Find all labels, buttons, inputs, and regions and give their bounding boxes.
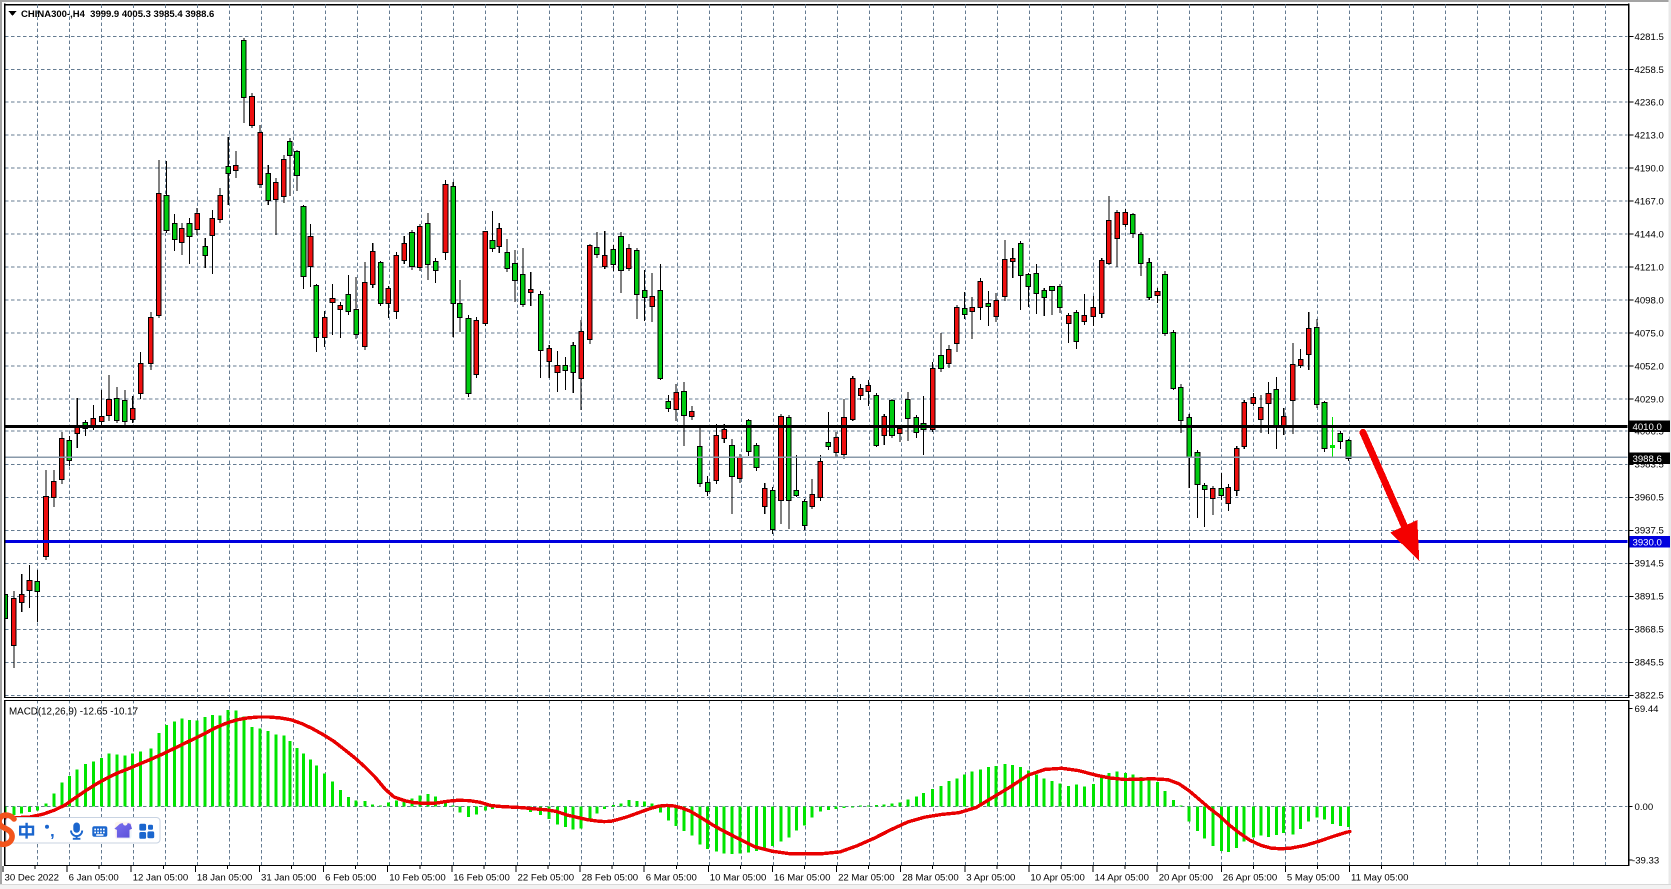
svg-text:6 Jan 05:00: 6 Jan 05:00 — [69, 872, 119, 883]
svg-text:28 Feb 05:00: 28 Feb 05:00 — [582, 872, 639, 883]
svg-text:26 Apr 05:00: 26 Apr 05:00 — [1223, 872, 1277, 883]
svg-text:3845.5: 3845.5 — [1635, 658, 1664, 669]
svg-text:3937.5: 3937.5 — [1635, 526, 1664, 537]
svg-text:28 Mar 05:00: 28 Mar 05:00 — [902, 872, 959, 883]
svg-text:14 Apr 05:00: 14 Apr 05:00 — [1095, 872, 1149, 883]
svg-text:10 Apr 05:00: 10 Apr 05:00 — [1030, 872, 1084, 883]
svg-text:4144.0: 4144.0 — [1635, 229, 1664, 240]
svg-text:16 Feb 05:00: 16 Feb 05:00 — [453, 872, 510, 883]
svg-text:20 Apr 05:00: 20 Apr 05:00 — [1159, 872, 1213, 883]
svg-text:3891.5: 3891.5 — [1635, 592, 1664, 603]
svg-text:-39.33: -39.33 — [1632, 855, 1659, 866]
svg-text:CHINA300-,H4 3999.9 4005.3 39: CHINA300-,H4 3999.9 4005.3 3985.4 3988.6 — [21, 9, 214, 20]
svg-text:12 Jan 05:00: 12 Jan 05:00 — [133, 872, 188, 883]
svg-text:16 Mar 05:00: 16 Mar 05:00 — [774, 872, 831, 883]
svg-text:4098.0: 4098.0 — [1635, 295, 1664, 306]
svg-text:5 May 05:00: 5 May 05:00 — [1287, 872, 1340, 883]
svg-text:3 Apr 05:00: 3 Apr 05:00 — [966, 872, 1015, 883]
svg-text:6 Mar 05:00: 6 Mar 05:00 — [646, 872, 697, 883]
svg-text:22 Mar 05:00: 22 Mar 05:00 — [838, 872, 895, 883]
svg-text:4213.0: 4213.0 — [1635, 130, 1664, 141]
svg-text:31 Jan 05:00: 31 Jan 05:00 — [261, 872, 316, 883]
svg-text:3930.0: 3930.0 — [1633, 537, 1662, 548]
svg-text:18 Jan 05:00: 18 Jan 05:00 — [197, 872, 252, 883]
svg-text:4121.0: 4121.0 — [1635, 262, 1664, 273]
svg-text:22 Feb 05:00: 22 Feb 05:00 — [518, 872, 575, 883]
svg-text:69.44: 69.44 — [1635, 704, 1660, 715]
svg-text:,: , — [50, 822, 55, 841]
svg-text:3914.5: 3914.5 — [1635, 559, 1664, 570]
svg-text:4075.0: 4075.0 — [1635, 328, 1664, 339]
svg-text:4190.0: 4190.0 — [1635, 163, 1664, 174]
svg-text:4281.5: 4281.5 — [1635, 32, 1664, 43]
svg-text:4167.0: 4167.0 — [1635, 196, 1664, 207]
svg-text:4029.0: 4029.0 — [1635, 394, 1664, 405]
svg-text:3988.6: 3988.6 — [1633, 454, 1662, 465]
svg-text:3868.5: 3868.5 — [1635, 625, 1664, 636]
svg-text:10 Feb 05:00: 10 Feb 05:00 — [389, 872, 446, 883]
svg-text:4010.0: 4010.0 — [1633, 422, 1662, 433]
svg-text:4236.0: 4236.0 — [1635, 97, 1664, 108]
svg-text:3822.5: 3822.5 — [1635, 691, 1664, 702]
svg-text:0.00: 0.00 — [1635, 802, 1654, 813]
svg-text:30 Dec 2022: 30 Dec 2022 — [5, 872, 59, 883]
svg-text:11 May 05:00: 11 May 05:00 — [1351, 872, 1408, 883]
svg-text:MACD(12,26,9) -12.65 -10.17: MACD(12,26,9) -12.65 -10.17 — [9, 707, 138, 718]
svg-text:3983.5: 3983.5 — [1635, 460, 1664, 471]
svg-text:6 Feb 05:00: 6 Feb 05:00 — [325, 872, 376, 883]
svg-text:4258.5: 4258.5 — [1635, 65, 1664, 76]
svg-text:10 Mar 05:00: 10 Mar 05:00 — [710, 872, 767, 883]
svg-text:3960.5: 3960.5 — [1635, 493, 1664, 504]
svg-text:4052.0: 4052.0 — [1635, 361, 1664, 372]
